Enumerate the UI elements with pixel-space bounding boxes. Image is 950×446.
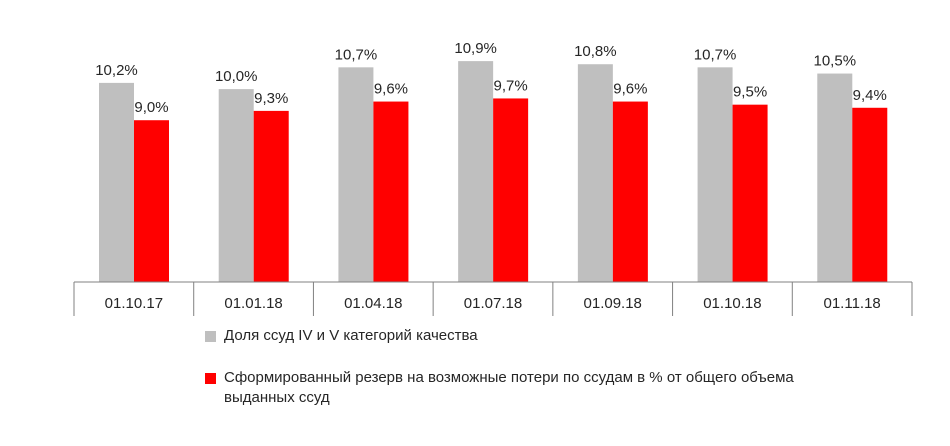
value-label-reserve-3: 9,7% bbox=[494, 77, 528, 94]
legend-item-share: Доля ссуд IV и V категорий качества bbox=[205, 326, 905, 346]
value-label-share-3: 10,9% bbox=[454, 40, 497, 57]
x-tick-label-3: 01.07.18 bbox=[464, 295, 522, 312]
bar-chart: 10,2% 10,0% 10,7% 10,9% 10,8% 10,7% 10,5% 9,0% 9… bbox=[73, 40, 913, 316]
bar-share-1 bbox=[218, 89, 254, 282]
bar-share-3 bbox=[458, 61, 494, 282]
value-label-share-1: 10,0% bbox=[215, 68, 258, 85]
x-tick-label-4: 01.09.18 bbox=[584, 295, 642, 312]
value-labels-layer: 10,2% 10,0% 10,7% 10,9% 10,8% 10,7% 10,5% 9,0% 9… bbox=[95, 40, 887, 116]
legend-swatch-red bbox=[205, 373, 216, 384]
bar-reserve-2 bbox=[373, 101, 409, 282]
legend-label-share: Доля ссуд IV и V категорий качества bbox=[224, 327, 478, 344]
value-label-share-5: 10,7% bbox=[694, 46, 737, 63]
value-label-reserve-1: 9,3% bbox=[254, 90, 288, 107]
bars-layer bbox=[99, 61, 888, 283]
x-tick-label-0: 01.10.17 bbox=[105, 295, 163, 312]
bar-share-4 bbox=[577, 64, 613, 282]
legend-label-reserve: Сформированный резерв на возможные потер… bbox=[224, 369, 794, 406]
value-label-share-6: 10,5% bbox=[814, 53, 857, 70]
value-label-reserve-5: 9,5% bbox=[733, 84, 767, 101]
value-label-share-4: 10,8% bbox=[574, 43, 617, 60]
bar-reserve-1 bbox=[253, 110, 289, 282]
legend: Доля ссуд IV и V категорий качества Сфор… bbox=[205, 326, 905, 408]
value-label-share-0: 10,2% bbox=[95, 62, 138, 79]
x-tick-label-2: 01.04.18 bbox=[344, 295, 402, 312]
bar-reserve-5 bbox=[732, 104, 768, 283]
category-axis: 01.10.17 01.01.18 01.04.18 01.07.18 01.09.18… bbox=[73, 281, 913, 316]
bar-reserve-3 bbox=[493, 98, 529, 282]
x-tick-label-1: 01.01.18 bbox=[224, 295, 282, 312]
value-label-reserve-0: 9,0% bbox=[134, 99, 168, 116]
bar-reserve-0 bbox=[134, 120, 169, 282]
legend-item-reserve: Сформированный резерв на возможные потер… bbox=[205, 368, 905, 408]
value-label-reserve-6: 9,4% bbox=[853, 87, 887, 104]
bar-share-2 bbox=[338, 67, 374, 282]
value-label-reserve-2: 9,6% bbox=[374, 81, 408, 98]
bar-reserve-6 bbox=[852, 107, 888, 283]
bar-share-0 bbox=[99, 82, 134, 282]
bar-share-5 bbox=[697, 67, 733, 282]
value-label-reserve-4: 9,6% bbox=[613, 81, 647, 98]
x-tick-label-5: 01.10.18 bbox=[703, 295, 761, 312]
bar-reserve-4 bbox=[612, 101, 648, 282]
legend-swatch-grey bbox=[205, 331, 216, 342]
value-label-share-2: 10,7% bbox=[335, 46, 378, 63]
x-tick-label-6: 01.11.18 bbox=[824, 295, 881, 312]
bar-share-6 bbox=[817, 73, 853, 282]
